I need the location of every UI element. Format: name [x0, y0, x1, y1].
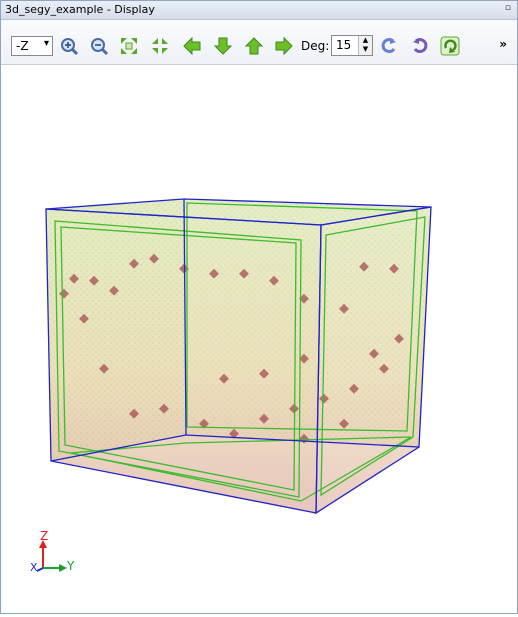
- bounding-box: [45, 198, 432, 515]
- fit-expand-button[interactable]: [118, 35, 140, 57]
- view-direction-value: -Z: [16, 39, 29, 53]
- axis-triad: Z X Y: [30, 529, 75, 574]
- rotate-left-button[interactable]: [181, 35, 203, 57]
- rotate-down-button[interactable]: [212, 35, 234, 57]
- zoom-out-button[interactable]: [88, 35, 110, 57]
- slice-planes: [54, 202, 426, 502]
- rotate-right-button[interactable]: [273, 35, 295, 57]
- seismic-volume: [46, 199, 431, 513]
- degree-spinbox[interactable]: 15 ▲ ▼: [331, 35, 373, 56]
- z-axis-label: Z: [40, 529, 48, 543]
- toolbar-overflow-icon[interactable]: »: [499, 37, 507, 51]
- arrow-up-icon: [244, 37, 264, 55]
- view-direction-select[interactable]: -Z ▾: [11, 36, 53, 56]
- fit-contract-icon: [152, 38, 168, 54]
- degree-value: 15: [336, 38, 352, 52]
- rotate-up-button[interactable]: [243, 35, 265, 57]
- fit-expand-icon: [121, 38, 137, 54]
- z-axis-arrow: [39, 540, 47, 548]
- toolbar: -Z ▾ Deg: 1: [1, 20, 517, 65]
- fit-contract-button[interactable]: [149, 35, 171, 57]
- arrow-down-icon: [213, 37, 233, 55]
- chevron-down-icon: ▾: [43, 38, 49, 49]
- x-axis-line: [36, 567, 44, 572]
- arrow-right-icon: [275, 36, 293, 56]
- window-title: 3d_segy_example - Display: [5, 3, 155, 16]
- title-bar: 3d_segy_example - Display ▫: [1, 1, 517, 20]
- zoom-in-button[interactable]: [58, 35, 80, 57]
- spin-buttons[interactable]: ▲ ▼: [358, 36, 372, 55]
- zoom-in-icon: [61, 38, 79, 56]
- pin-icon[interactable]: ▫: [504, 3, 511, 13]
- zoom-out-icon: [91, 38, 109, 56]
- horizon-markers: [59, 253, 404, 444]
- rotate-cw-icon: [413, 38, 428, 54]
- arrow-left-icon: [183, 36, 201, 56]
- degree-label: Deg:: [301, 39, 330, 53]
- rotate-ccw-icon: [381, 38, 396, 54]
- y-axis-label: Y: [66, 559, 75, 573]
- 3d-viewport[interactable]: Z X Y: [1, 65, 517, 613]
- volume-scene: Z X Y: [30, 198, 432, 574]
- rotate-ccw-button[interactable]: [378, 35, 400, 57]
- y-axis-arrow: [59, 564, 67, 572]
- reset-view-button[interactable]: [439, 35, 461, 57]
- x-axis-label: X: [30, 561, 38, 574]
- reset-view-icon: [440, 36, 460, 56]
- rotate-cw-button[interactable]: [409, 35, 431, 57]
